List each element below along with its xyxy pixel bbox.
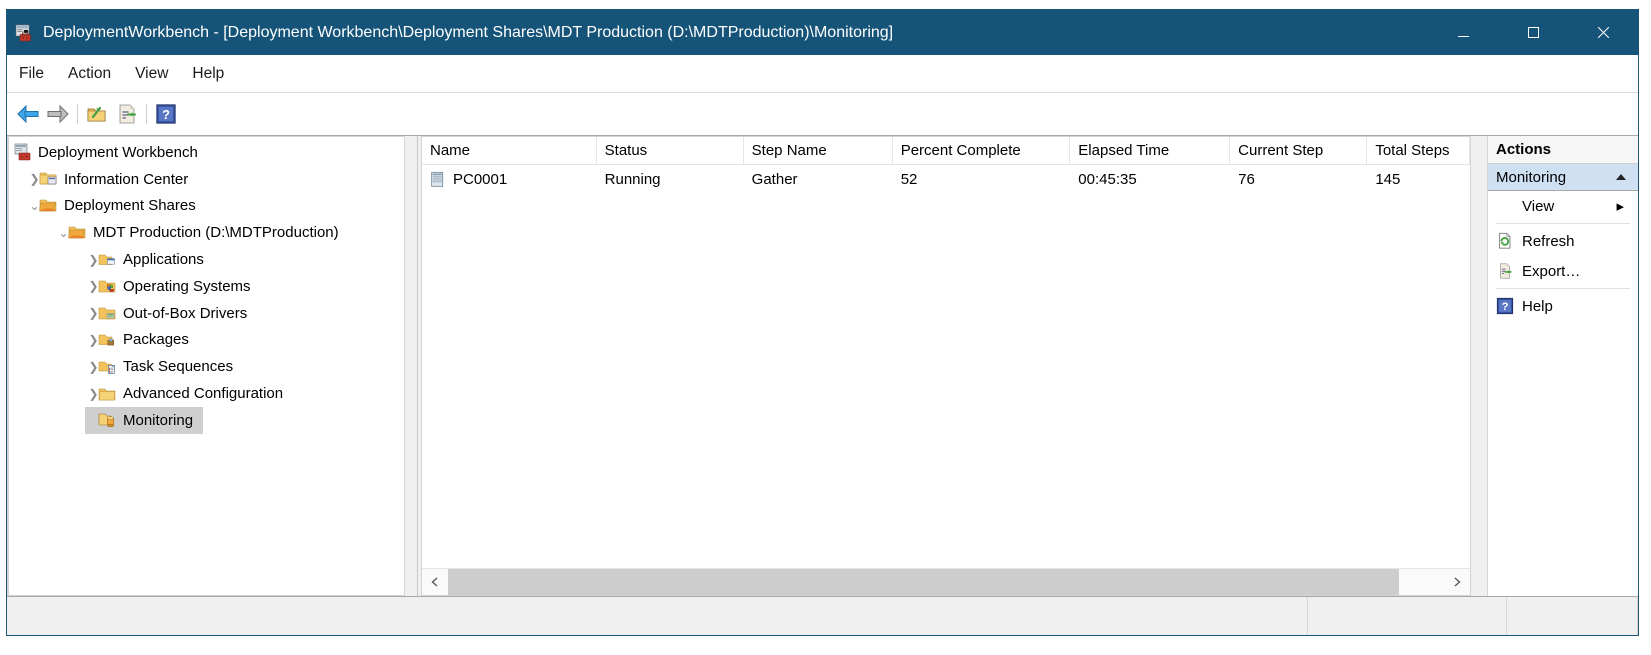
svg-text:?: ? [1502, 301, 1509, 313]
svg-text:?: ? [162, 107, 170, 122]
